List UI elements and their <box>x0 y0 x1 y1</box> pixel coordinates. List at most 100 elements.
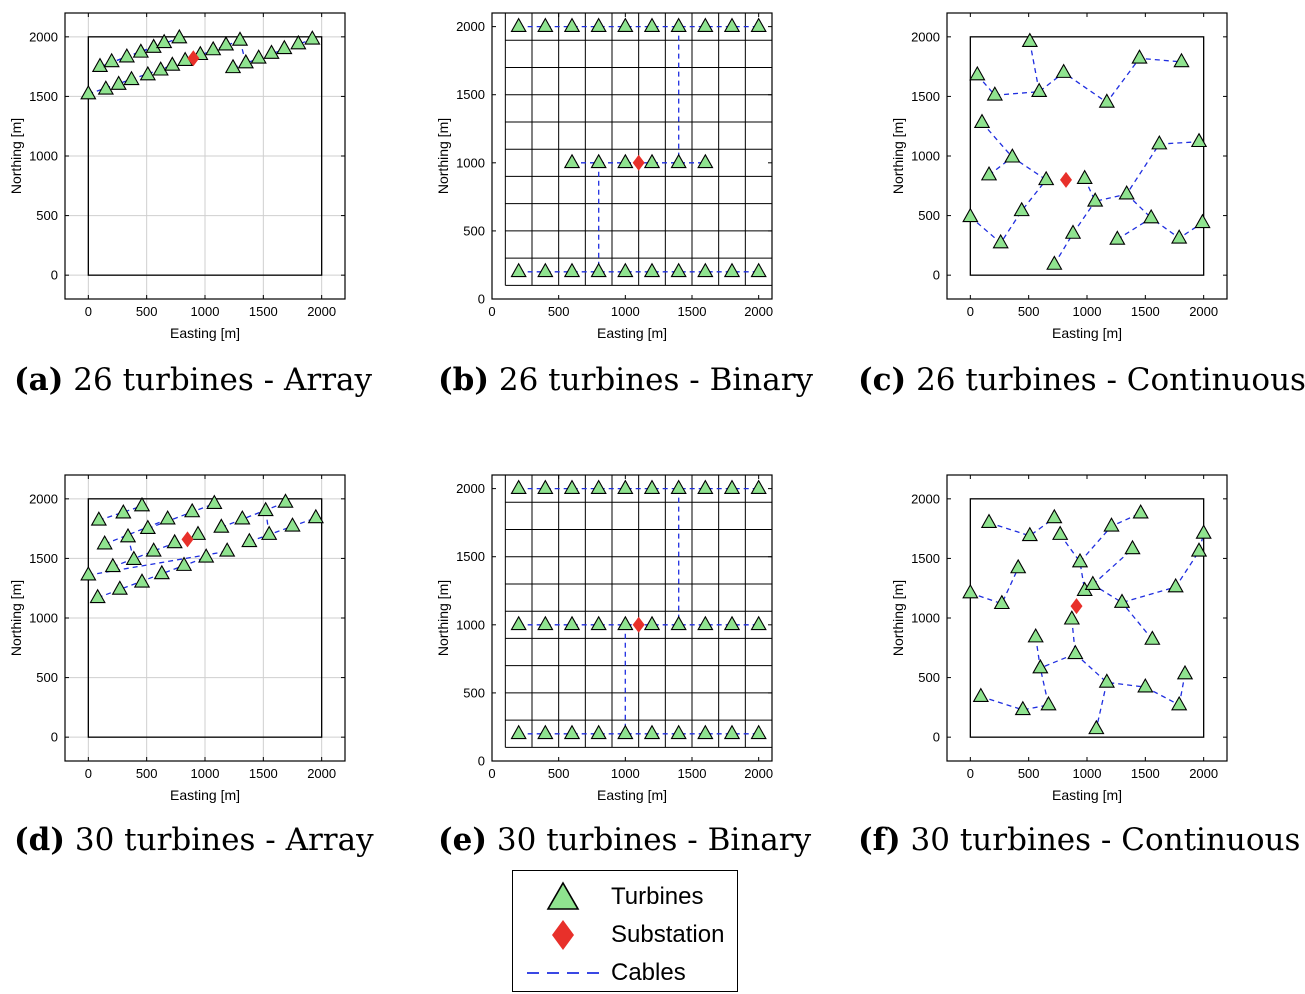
y-axis-label: Northing [m] <box>8 118 24 194</box>
turbine-marker <box>1021 32 1038 47</box>
chart-panel-f: 0 500 1000 1500 2000 0 500 1000 1500 2000 Easting … <box>890 474 1228 803</box>
turbine-marker <box>1084 575 1101 590</box>
turbine-marker <box>563 724 581 740</box>
y-tick-label: 0 <box>51 268 58 283</box>
legend-item-substation: Substation <box>513 917 737 953</box>
x-axis-label: Easting [m] <box>1052 325 1122 341</box>
turbine-marker <box>1004 148 1021 163</box>
y-tick-label: 1500 <box>456 87 485 102</box>
turbine-marker <box>617 724 634 740</box>
turbine-marker <box>750 724 767 740</box>
caption-f-text: 30 turbines - Continuous <box>910 822 1301 858</box>
turbine-marker <box>1052 525 1069 540</box>
turbine-marker <box>590 724 607 740</box>
turbine-marker <box>510 615 527 631</box>
cable-line <box>970 567 1019 605</box>
caption-c: (c) 26 turbines - Continuous <box>858 362 1305 398</box>
turbine-marker <box>992 233 1009 249</box>
x-tick-label: 1500 <box>249 304 278 319</box>
y-tick-label: 500 <box>918 208 940 223</box>
turbine-marker <box>537 615 554 631</box>
turbine-marker <box>670 615 687 631</box>
legend: Turbines Substation Cables <box>512 870 738 992</box>
turbine-marker <box>1176 664 1194 680</box>
cable-line <box>1144 686 1180 706</box>
turbine-marker <box>304 30 321 45</box>
turbine-marker <box>237 53 254 69</box>
turbine-marker <box>241 532 258 548</box>
y-tick-label: 500 <box>463 685 485 700</box>
turbine-marker <box>1109 230 1126 245</box>
turbine-marker <box>643 479 661 494</box>
turbine-marker <box>1013 201 1030 217</box>
y-tick-label: 1500 <box>29 551 58 566</box>
turbine-marker <box>510 262 527 278</box>
turbine-marker <box>670 262 687 278</box>
turbine-marker <box>89 588 106 604</box>
y-tick-label: 0 <box>51 730 58 745</box>
x-tick-label: 1500 <box>678 766 707 781</box>
turbine-marker <box>643 153 661 169</box>
turbine-marker <box>969 65 986 81</box>
x-tick-label: 1500 <box>1131 304 1160 319</box>
turbine-marker <box>1131 49 1148 64</box>
turbine-marker <box>250 49 267 64</box>
turbine-marker <box>1067 644 1084 660</box>
x-axis-label: Easting [m] <box>170 325 240 341</box>
chart-panel-c: 0 500 1000 1500 2000 0 500 1000 1500 2000 Easting … <box>890 12 1228 341</box>
turbine-marker <box>643 724 661 740</box>
substation-marker-icon <box>552 920 574 950</box>
turbine-marker <box>1132 504 1149 519</box>
caption-b: (b) 26 turbines - Binary <box>438 362 813 398</box>
x-tick-label: 500 <box>136 766 158 781</box>
legend-substation-label: Substation <box>611 921 725 948</box>
turbine-marker <box>166 533 183 549</box>
turbine-marker <box>97 80 114 95</box>
turbine-marker <box>96 534 113 550</box>
turbine-marker <box>1021 526 1038 542</box>
cable-line <box>988 156 1013 176</box>
y-axis-label: Northing [m] <box>890 118 906 194</box>
turbine-marker <box>723 479 741 494</box>
turbine-marker <box>980 165 998 181</box>
x-tick-label: 1500 <box>249 766 278 781</box>
turbine-marker <box>104 557 121 573</box>
y-tick-label: 500 <box>918 670 940 685</box>
turbine-marker <box>257 501 274 517</box>
y-tick-label: 2000 <box>911 491 940 506</box>
turbine-marker <box>670 479 687 494</box>
chart-panel-b: 0 500 1000 1500 2000 0 500 1000 1500 2000 Easting … <box>435 12 773 341</box>
turbine-marker <box>643 615 661 631</box>
turbine-marker <box>1027 627 1044 643</box>
turbine-marker <box>1063 610 1080 625</box>
turbine-marker <box>159 509 176 525</box>
substation-marker <box>1070 598 1083 615</box>
turbine-marker <box>125 550 142 565</box>
turbine-marker <box>697 479 714 494</box>
turbine-marker <box>697 724 714 740</box>
turbine-marker <box>670 17 687 32</box>
turbine-marker <box>139 65 156 81</box>
turbine-marker <box>139 519 156 534</box>
x-tick-label: 1000 <box>191 766 220 781</box>
turbine-marker <box>1064 224 1082 239</box>
site-boundary <box>87 498 323 738</box>
turbine-marker <box>175 556 193 571</box>
turbine-marker <box>697 615 714 631</box>
turbine-marker <box>1195 524 1212 539</box>
turbine-marker <box>697 262 714 278</box>
substation-marker <box>181 531 194 548</box>
y-tick-label: 2000 <box>911 29 940 44</box>
chart-panel-a: 0 500 1000 1500 2000 0 500 1000 1500 2000 Easting … <box>8 12 346 341</box>
site-boundary <box>87 36 323 276</box>
x-tick-label: 2000 <box>744 304 773 319</box>
turbine-marker <box>670 724 687 740</box>
y-tick-label: 2000 <box>29 29 58 44</box>
caption-d: (d) 30 turbines - Array <box>14 822 374 858</box>
turbine-marker <box>1173 52 1190 68</box>
turbine-marker <box>91 57 109 72</box>
turbine-marker <box>80 84 97 100</box>
legend-cables-label: Cables <box>611 959 686 986</box>
turbine-marker <box>80 565 97 581</box>
